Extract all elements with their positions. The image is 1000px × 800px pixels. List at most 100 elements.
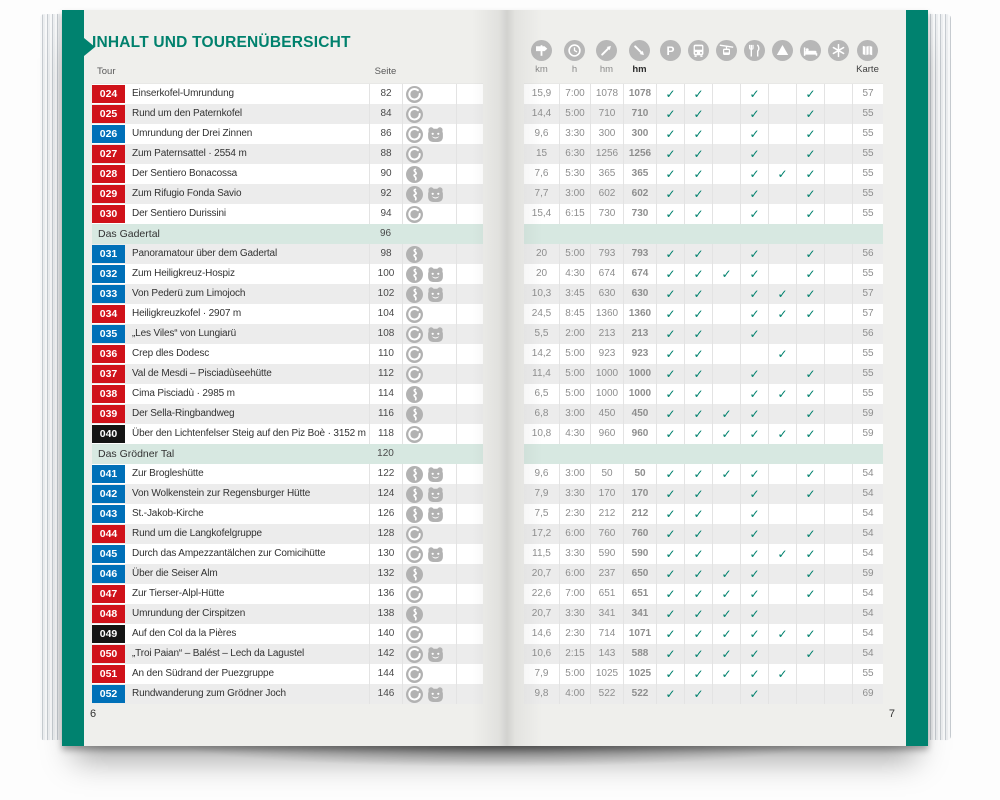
check-icon: ✓ — [777, 387, 788, 401]
loop-route-icon — [406, 125, 423, 143]
feature-check-parking: ✓ — [656, 84, 684, 104]
tour-name: Der Sentiero Bonacossa — [132, 168, 238, 179]
feature-check-bus: ✓ — [684, 84, 712, 104]
descent-value: 710 — [623, 104, 656, 124]
winding-route-icon — [406, 405, 423, 423]
tour-number-badge: 039 — [92, 405, 125, 423]
ascent-value: 1256 — [590, 144, 623, 164]
ascent-value: 213 — [590, 324, 623, 344]
feature-check-bed: ✓ — [796, 644, 824, 664]
feature-check-restaurant: ✓ — [740, 644, 768, 664]
descent-value: 1078 — [623, 84, 656, 104]
feature-check-restaurant — [740, 344, 768, 364]
seite-value: 132 — [369, 564, 402, 584]
check-icon: ✓ — [721, 267, 732, 281]
route-icons — [402, 284, 456, 304]
descent-value: 365 — [623, 164, 656, 184]
descent-value: 1256 — [623, 144, 656, 164]
karte-value: 54 — [852, 524, 883, 544]
tour-row-stats: 10,3 3:45 630 630 ✓ ✓ ✓ ✓ ✓ 57 — [524, 284, 883, 304]
tour-number-badge: 047 — [92, 585, 125, 603]
karte-value: 56 — [852, 244, 883, 264]
ascent-value: 1025 — [590, 664, 623, 684]
bear-icon — [427, 266, 444, 283]
check-icon: ✓ — [777, 167, 788, 181]
check-icon: ✓ — [693, 487, 704, 501]
seite-value: 98 — [369, 244, 402, 264]
feature-check-snowflake — [824, 244, 852, 264]
feature-check-bed: ✓ — [796, 364, 824, 384]
feature-check-hut — [768, 84, 796, 104]
check-icon: ✓ — [805, 247, 816, 261]
km-value: 9,8 — [534, 688, 549, 699]
tour-row: 035 „Les Viles“ von Lungiarü 108 — [92, 324, 483, 344]
feature-check-cablecar: ✓ — [712, 464, 740, 484]
duration-value: 3:30 — [559, 124, 590, 144]
column-header-parking: P — [656, 40, 684, 76]
feature-check-bus: ✓ — [684, 524, 712, 544]
tour-name: Der Sentiero Durissini — [132, 208, 226, 219]
check-icon: ✓ — [749, 267, 760, 281]
feature-check-parking: ✓ — [656, 204, 684, 224]
clock-icon — [564, 40, 585, 61]
check-icon: ✓ — [693, 207, 704, 221]
feature-check-cablecar — [712, 144, 740, 164]
column-header-hm-2: hm — [590, 40, 623, 76]
feature-check-parking: ✓ — [656, 324, 684, 344]
check-icon: ✓ — [749, 167, 760, 181]
tour-row: 048 Umrundung der Cirspitzen 138 — [92, 604, 483, 624]
feature-check-snowflake — [824, 524, 852, 544]
tour-row-stats: 5,5 2:00 213 213 ✓ ✓ ✓ 56 — [524, 324, 883, 344]
tour-row-stats: 20,7 6:00 237 650 ✓ ✓ ✓ ✓ ✓ 59 — [524, 564, 883, 584]
feature-check-parking: ✓ — [656, 104, 684, 124]
feature-check-snowflake — [824, 664, 852, 684]
winding-route-icon — [406, 285, 423, 303]
check-icon: ✓ — [665, 127, 676, 141]
ascent-value: 365 — [590, 164, 623, 184]
tour-table-left: 024 Einserkofel-Umrundung 82 025 Rund um… — [92, 83, 483, 704]
duration-value: 5:00 — [559, 344, 590, 364]
route-icons — [402, 344, 456, 364]
tour-row-stats: 10,8 4:30 960 960 ✓ ✓ ✓ ✓ ✓ ✓ 59 — [524, 424, 883, 444]
km-value: 15,9 — [531, 88, 552, 99]
tour-row: 041 Zur Brogleshütte 122 — [92, 464, 483, 484]
tour-number-badge: 028 — [92, 165, 125, 183]
tour-name: Zur Tierser-Alpl-Hütte — [132, 588, 225, 599]
feature-check-restaurant: ✓ — [740, 284, 768, 304]
feature-check-cablecar: ✓ — [712, 664, 740, 684]
tour-number-badge: 048 — [92, 605, 125, 623]
feature-check-cablecar: ✓ — [712, 644, 740, 664]
feature-check-cablecar — [712, 184, 740, 204]
feature-check-parking: ✓ — [656, 424, 684, 444]
km-value: 20,7 — [531, 568, 552, 579]
check-icon: ✓ — [721, 607, 732, 621]
descent-value: 793 — [623, 244, 656, 264]
check-icon: ✓ — [665, 247, 676, 261]
loop-route-icon — [406, 325, 423, 343]
seite-value: 104 — [369, 304, 402, 324]
feature-check-parking: ✓ — [656, 484, 684, 504]
check-icon: ✓ — [749, 107, 760, 121]
descent-value: 602 — [623, 184, 656, 204]
feature-check-parking: ✓ — [656, 384, 684, 404]
descent-value: 50 — [623, 464, 656, 484]
ascent-value: 960 — [590, 424, 623, 444]
check-icon: ✓ — [749, 647, 760, 661]
feature-check-hut: ✓ — [768, 664, 796, 684]
loop-route-icon — [406, 365, 423, 383]
tour-name: Val de Mesdi – Pisciadùseehütte — [132, 368, 272, 379]
feature-check-restaurant: ✓ — [740, 524, 768, 544]
feature-check-snowflake — [824, 184, 852, 204]
check-icon: ✓ — [777, 627, 788, 641]
check-icon: ✓ — [665, 207, 676, 221]
feature-check-hut — [768, 204, 796, 224]
duration-value: 5:00 — [559, 104, 590, 124]
tour-name: Zur Brogleshütte — [132, 468, 204, 479]
feature-check-restaurant: ✓ — [740, 604, 768, 624]
ascent-value: 793 — [590, 244, 623, 264]
feature-check-cablecar — [712, 244, 740, 264]
km-value: 10,3 — [531, 288, 552, 299]
tour-name: An den Südrand der Puezgruppe — [132, 668, 274, 679]
check-icon: ✓ — [665, 347, 676, 361]
